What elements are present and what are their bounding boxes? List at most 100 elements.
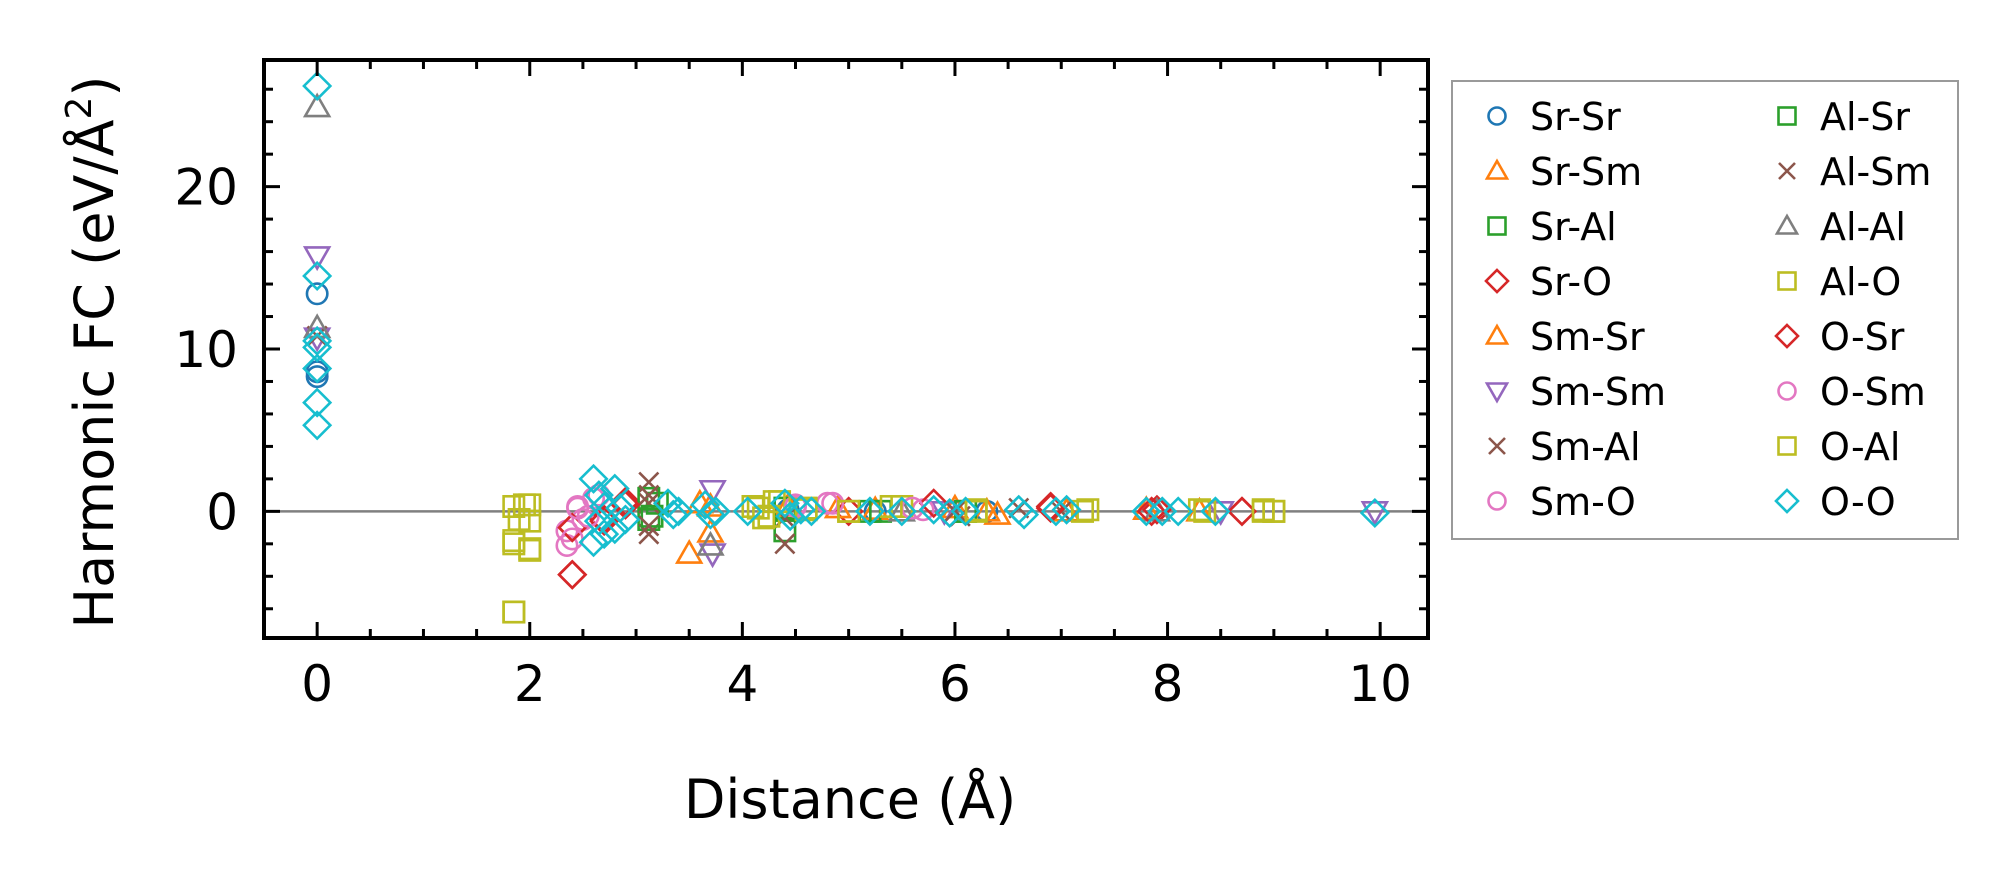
x-axis-title: Distance (Å) (684, 767, 1016, 831)
data-point (837, 499, 861, 523)
data-point (302, 353, 333, 384)
legend-marker (1774, 488, 1800, 514)
legend-items: Sr-Sr Sr-Sm Sr-Al Sr-O Sm-Sr Sm-Sm Sm-Al Sm-O Al… (1484, 95, 1931, 524)
data-point (674, 538, 704, 564)
legend-item: Al-O (1777, 260, 1901, 304)
data-point (983, 499, 1012, 525)
data-point (821, 491, 845, 515)
legend-marker (1777, 106, 1797, 126)
data-point (1040, 496, 1071, 527)
data-point (732, 496, 763, 527)
data-point (302, 92, 332, 118)
data-point (964, 499, 988, 523)
legend-marker (1777, 271, 1797, 291)
legend-marker (1774, 213, 1800, 235)
data-point (557, 559, 588, 590)
legend-label: Sm-Sm (1530, 370, 1666, 414)
data-point (302, 313, 332, 339)
legend-label: Sm-O (1530, 480, 1636, 524)
data-point (518, 538, 542, 562)
legend-item: O-Sr (1774, 315, 1905, 359)
data-point (502, 600, 526, 624)
data-point (599, 514, 630, 545)
legend-marker (1484, 382, 1510, 404)
legend-item: O-Al (1777, 425, 1900, 469)
legend-marker (1774, 323, 1800, 349)
data-point (518, 509, 542, 533)
data-point (1163, 496, 1194, 527)
data-point (1071, 499, 1095, 523)
data-point (605, 493, 636, 524)
data-point (774, 533, 796, 555)
legend-item: Sm-Sr (1484, 315, 1645, 359)
legend-item: O-Sm (1777, 370, 1926, 414)
data-point (918, 488, 949, 519)
legend-item: Sr-Sr (1487, 95, 1621, 139)
legend-label: Sm-Al (1530, 425, 1641, 469)
data-point (769, 488, 800, 519)
data-point (663, 496, 694, 527)
data-point (502, 600, 526, 624)
legend-label: Al-Sm (1820, 150, 1931, 194)
data-point (944, 500, 966, 522)
data-point (1360, 501, 1390, 526)
tick-labels-layer: 0 2 4 6 8 10 0 10 20 (174, 159, 1412, 713)
data-point (785, 494, 816, 525)
legend-label: Sr-O (1530, 260, 1612, 304)
legend-item: Al-Sm (1778, 150, 1931, 194)
legend-label: O-Sr (1820, 315, 1905, 359)
data-point (610, 504, 641, 535)
data-point (1136, 496, 1167, 527)
legend-label: Sr-Sr (1530, 95, 1621, 139)
y-axis-title-close: ) (63, 76, 126, 97)
data-point (854, 496, 885, 527)
legend-marker (1777, 381, 1797, 401)
data-point (302, 410, 333, 441)
x-tick-label: 8 (1152, 655, 1184, 713)
y-tick-label: 10 (174, 321, 238, 379)
legend: Sr-Sr Sr-Sm Sr-Al Sr-O Sm-Sr Sm-Sm Sm-Al Sm-O Al… (1451, 80, 1959, 540)
legend-label: Al-Al (1820, 205, 1906, 249)
data-point (950, 496, 981, 527)
legend-label: Sm-Sr (1530, 315, 1645, 359)
legend-item: Al-Sr (1777, 95, 1910, 139)
y-tick-label: 0 (206, 483, 238, 541)
data-point (1076, 498, 1100, 522)
x-tick-label: 6 (939, 655, 971, 713)
data-point (658, 499, 689, 530)
y-axis-title-superscript: 2 (59, 97, 100, 120)
legend-item: Sr-Sm (1484, 150, 1642, 194)
plot-frame (262, 58, 1430, 640)
legend-marker (1484, 158, 1510, 180)
data-point (578, 527, 609, 558)
legend-label: Sr-Al (1530, 205, 1617, 249)
data-point (796, 496, 827, 527)
series-o-o (302, 70, 1390, 558)
legend-marker (1487, 216, 1507, 236)
data-point (305, 360, 329, 384)
legend-marker (1778, 162, 1796, 180)
data-point (887, 496, 917, 522)
data-point (302, 332, 333, 363)
legend-label: Al-Sr (1820, 95, 1910, 139)
data-point (1009, 499, 1040, 530)
data-point (696, 517, 725, 543)
legend-marker (1484, 323, 1510, 345)
legend-item: Sm-O (1487, 480, 1636, 524)
legend-marker (1484, 268, 1510, 294)
data-point (1141, 494, 1172, 525)
axis-ticks-layer (262, 60, 1428, 638)
x-tick-label: 10 (1348, 655, 1412, 713)
legend-item: Sr-O (1484, 260, 1612, 304)
y-axis-title: Harmonic FC (eV/Å2) (59, 76, 126, 629)
legend-marker (1777, 436, 1797, 456)
legend-frame (1451, 80, 1959, 540)
data-point (879, 494, 903, 518)
data-point (302, 70, 333, 102)
data-point (934, 497, 965, 529)
data-point (1200, 496, 1231, 527)
data-point (305, 365, 329, 389)
x-tick-label: 2 (514, 655, 546, 713)
x-tick-label: 4 (726, 655, 758, 713)
